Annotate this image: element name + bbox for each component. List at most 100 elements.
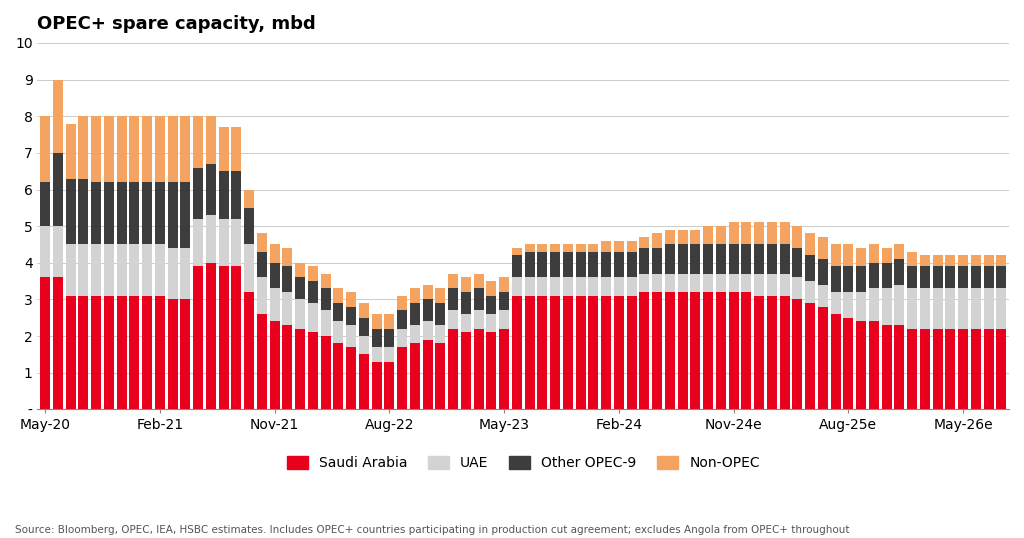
Bar [346,307,356,325]
Bar [103,244,114,296]
Bar [958,329,968,409]
Bar [435,288,445,303]
Bar [155,116,165,182]
Bar [486,281,497,296]
Bar [639,248,649,274]
Bar [474,274,483,288]
Bar [129,244,139,296]
Bar [474,288,483,310]
Bar [627,278,637,296]
Bar [168,116,177,182]
Bar [550,252,560,278]
Bar [984,256,993,266]
Bar [499,292,509,310]
Bar [882,248,892,263]
Bar [830,244,841,266]
Bar [741,292,752,409]
Bar [435,343,445,409]
Bar [894,259,904,285]
Bar [194,219,203,266]
Bar [231,171,242,219]
Bar [283,266,292,292]
Bar [53,153,62,226]
Bar [639,274,649,292]
Bar [818,259,827,285]
Bar [933,288,942,329]
Bar [79,116,88,179]
Bar [168,300,177,409]
Bar [652,274,663,292]
Bar [779,223,790,244]
Bar [869,288,879,322]
Bar [793,278,803,300]
Bar [449,274,458,288]
Bar [652,248,663,274]
Bar [601,296,611,409]
Bar [589,252,598,278]
Bar [257,252,267,278]
Bar [818,307,827,409]
Bar [614,252,624,278]
Bar [499,310,509,329]
Bar [435,303,445,325]
Bar [805,256,815,281]
Bar [538,296,548,409]
Bar [334,303,343,322]
Bar [818,285,827,307]
Bar [117,244,127,296]
Bar [754,274,764,296]
Bar [53,278,62,409]
Bar [435,325,445,343]
Bar [486,314,497,332]
Bar [103,116,114,182]
Bar [614,241,624,252]
Bar [856,266,866,292]
Bar [231,127,242,171]
Bar [779,244,790,274]
Bar [372,329,382,347]
Bar [716,292,726,409]
Bar [512,296,522,409]
Bar [91,244,101,296]
Bar [652,233,663,248]
Bar [231,266,242,409]
Bar [805,233,815,256]
Bar [358,318,369,336]
Bar [538,278,548,296]
Bar [206,164,216,215]
Bar [269,244,280,263]
Bar [410,303,420,325]
Bar [142,182,153,244]
Bar [486,296,497,314]
Bar [206,263,216,409]
Bar [933,329,942,409]
Bar [844,244,853,266]
Bar [703,292,713,409]
Bar [754,296,764,409]
Bar [589,296,598,409]
Bar [856,322,866,409]
Bar [334,288,343,303]
Bar [741,223,752,244]
Bar [538,244,548,252]
Bar [793,248,803,278]
Bar [283,292,292,325]
Bar [244,244,254,292]
Bar [958,266,968,288]
Bar [716,274,726,292]
Bar [665,292,675,409]
Bar [703,274,713,292]
Bar [614,296,624,409]
Bar [869,263,879,288]
Bar [741,244,752,274]
Bar [996,288,1007,329]
Bar [678,230,687,244]
Bar [117,116,127,182]
Bar [639,237,649,248]
Bar [194,266,203,409]
Legend: Saudi Arabia, UAE, Other OPEC-9, Non-OPEC: Saudi Arabia, UAE, Other OPEC-9, Non-OPE… [282,451,765,476]
Bar [474,329,483,409]
Bar [830,266,841,292]
Bar [372,347,382,362]
Bar [844,292,853,318]
